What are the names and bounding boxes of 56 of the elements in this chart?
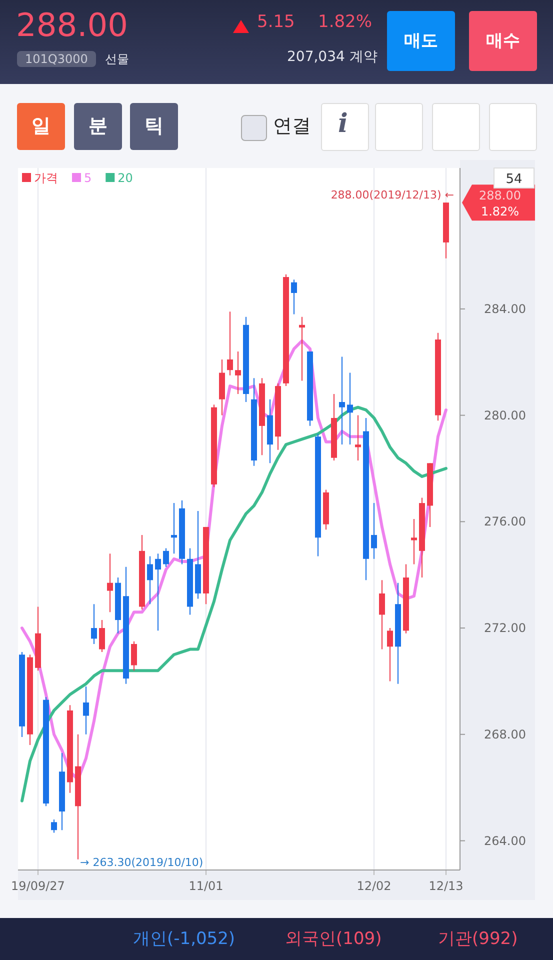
y-tick-label: 264.00 (484, 834, 526, 848)
candlestick (163, 548, 169, 568)
x-tick-label: 11/01 (188, 879, 224, 893)
text: 외국인(109) (285, 928, 382, 950)
candlestick (235, 350, 241, 395)
legend-label: 가격 (34, 171, 58, 185)
text: 207,034 계약 (287, 48, 378, 66)
candlestick (51, 818, 57, 834)
x-tick-label: 12/02 (356, 879, 392, 893)
y-tick-label: 268.00 (484, 727, 526, 742)
y-tick-label: 276.00 (484, 514, 526, 529)
candlestick (347, 372, 353, 446)
candlestick (379, 580, 385, 650)
x-tick-label: 12/13 (428, 879, 464, 893)
candlestick (147, 556, 153, 605)
text: 288.00 (16, 6, 128, 44)
candlestick (339, 356, 345, 446)
candlestick (91, 604, 97, 644)
text: 288.00 (479, 188, 521, 203)
text: 개인(-1,052) (133, 928, 236, 950)
x-tick-label: 19/09/27 (11, 879, 65, 893)
legend-label: 20 (118, 171, 133, 185)
text: 매도 (387, 11, 455, 71)
line-series (20, 406, 448, 802)
text: 일 (17, 103, 65, 150)
annotation: 288.00(2019/12/13) ← (330, 188, 454, 202)
candlestick (355, 414, 361, 461)
text: 1.82% (318, 12, 372, 32)
text: 54 (506, 172, 522, 187)
candlestick (99, 620, 105, 652)
candlestick (171, 502, 177, 554)
y-tick-label: 280.00 (484, 408, 526, 422)
candlestick (107, 553, 113, 613)
candlestick (227, 311, 233, 376)
candlestick (371, 502, 377, 560)
text: 분 (74, 103, 122, 150)
candlestick (411, 518, 417, 565)
legend-label: 5 (84, 171, 92, 185)
text: i (338, 109, 348, 139)
text: 5.15 (257, 12, 295, 32)
text: 틱 (130, 103, 178, 150)
candlestick (387, 628, 393, 682)
annotation: → 263.30(2019/10/10) (80, 856, 204, 869)
text: 기관(992) (438, 928, 518, 950)
text: 매수 (469, 11, 537, 71)
text: 선물 (105, 51, 129, 68)
y-tick-label: 284.00 (484, 302, 526, 316)
candlestick (291, 279, 297, 315)
text: 101Q3000 (17, 51, 96, 67)
candlestick (155, 553, 161, 632)
text: 연결 (273, 114, 311, 139)
candlestick (299, 316, 305, 382)
candlestick (83, 686, 89, 735)
y-tick-label: 272.00 (484, 621, 526, 636)
text: 1.82% (480, 204, 520, 219)
candlestick (131, 640, 137, 672)
